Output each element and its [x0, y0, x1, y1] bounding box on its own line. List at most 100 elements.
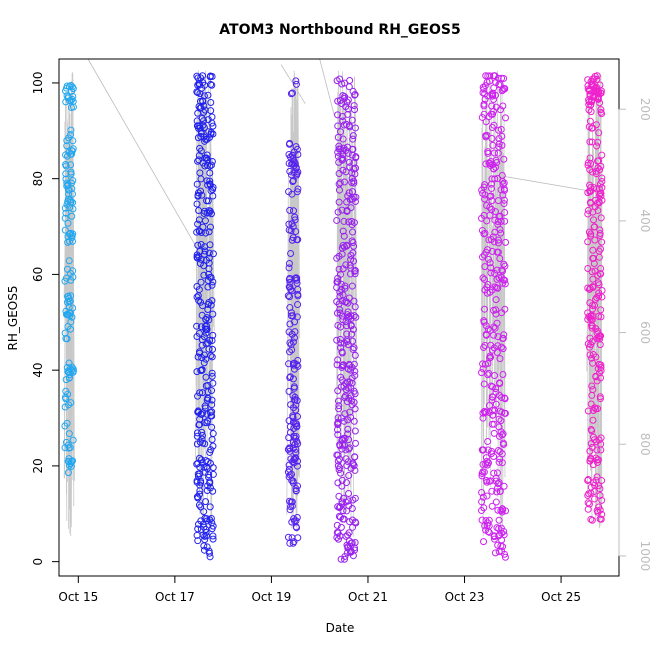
data-point — [479, 493, 487, 501]
data-point — [593, 83, 601, 91]
data-point — [349, 337, 356, 345]
data-point — [492, 310, 500, 318]
data-point — [492, 498, 500, 506]
data-point — [591, 404, 599, 412]
data-point — [342, 446, 350, 454]
pressure-profile-line — [595, 122, 598, 458]
data-point — [500, 155, 508, 163]
data-point — [487, 382, 495, 390]
data-point — [348, 282, 356, 290]
data-point — [584, 407, 592, 415]
data-point — [338, 498, 346, 506]
data-point — [487, 477, 495, 485]
data-point — [482, 118, 490, 126]
data-point — [348, 330, 356, 338]
data-point — [65, 430, 73, 438]
data-point — [488, 205, 496, 213]
data-point — [294, 292, 302, 300]
data-point — [292, 523, 300, 531]
data-point — [486, 203, 494, 211]
data-point — [593, 335, 601, 343]
data-point — [484, 446, 492, 454]
data-point — [340, 232, 348, 240]
data-point — [289, 539, 297, 547]
data-point — [589, 254, 597, 262]
data-point — [62, 170, 70, 178]
data-point — [598, 477, 606, 485]
data-point — [350, 417, 358, 425]
data-point — [593, 75, 601, 83]
y-tick-label: 40 — [31, 363, 45, 378]
data-point — [595, 157, 603, 165]
data-point — [595, 247, 603, 255]
data-point — [202, 498, 210, 506]
data-point — [486, 77, 494, 85]
data-point — [341, 410, 349, 418]
data-point — [294, 236, 302, 244]
data-point — [208, 337, 216, 345]
data-point — [68, 190, 76, 198]
data-point — [350, 360, 358, 368]
data-point — [205, 228, 213, 236]
data-point — [336, 335, 344, 343]
data-point — [204, 197, 212, 205]
data-point — [499, 430, 507, 438]
data-point — [498, 450, 506, 458]
data-point — [67, 399, 75, 407]
data-point — [597, 313, 605, 321]
data-point — [201, 322, 209, 330]
data-point — [492, 91, 500, 99]
data-point — [290, 383, 298, 391]
data-point — [586, 138, 594, 146]
data-point — [193, 228, 201, 236]
data-point — [479, 360, 487, 368]
data-point — [493, 488, 501, 496]
data-point — [490, 306, 498, 314]
data-point — [351, 164, 359, 172]
data-point — [67, 170, 75, 178]
data-point — [589, 359, 597, 367]
data-point — [490, 344, 498, 352]
data-point — [285, 264, 293, 272]
data-point — [287, 250, 295, 258]
data-point — [349, 249, 357, 257]
data-point — [488, 447, 496, 455]
data-point — [65, 190, 73, 198]
data-point — [339, 135, 347, 143]
data-point — [482, 72, 490, 80]
y2-tick-label: 800 — [638, 433, 650, 456]
data-point — [480, 318, 488, 326]
data-point — [289, 477, 297, 485]
data-point — [198, 366, 206, 374]
data-point — [209, 345, 217, 353]
data-point — [349, 132, 357, 140]
data-point — [591, 267, 599, 275]
data-point — [67, 161, 75, 169]
data-point — [597, 306, 605, 314]
data-point — [497, 217, 505, 225]
data-point — [342, 261, 350, 269]
data-point — [597, 270, 605, 278]
data-point — [491, 372, 499, 380]
data-point — [62, 209, 70, 217]
data-point — [285, 276, 293, 284]
data-point — [502, 114, 509, 122]
data-point — [204, 305, 212, 313]
data-point — [487, 353, 495, 361]
data-point — [335, 186, 343, 194]
data-point — [348, 116, 356, 124]
data-point — [494, 541, 502, 549]
data-point — [285, 348, 293, 356]
data-point — [67, 229, 75, 237]
data-point — [497, 273, 505, 281]
data-point — [486, 288, 494, 296]
data-point — [495, 126, 503, 134]
data-point — [588, 324, 596, 332]
data-point — [501, 208, 509, 216]
data-point — [588, 97, 596, 105]
data-point — [349, 326, 357, 334]
data-point — [589, 416, 597, 424]
data-point — [490, 84, 498, 92]
data-point — [69, 92, 77, 100]
data-point — [293, 313, 301, 321]
